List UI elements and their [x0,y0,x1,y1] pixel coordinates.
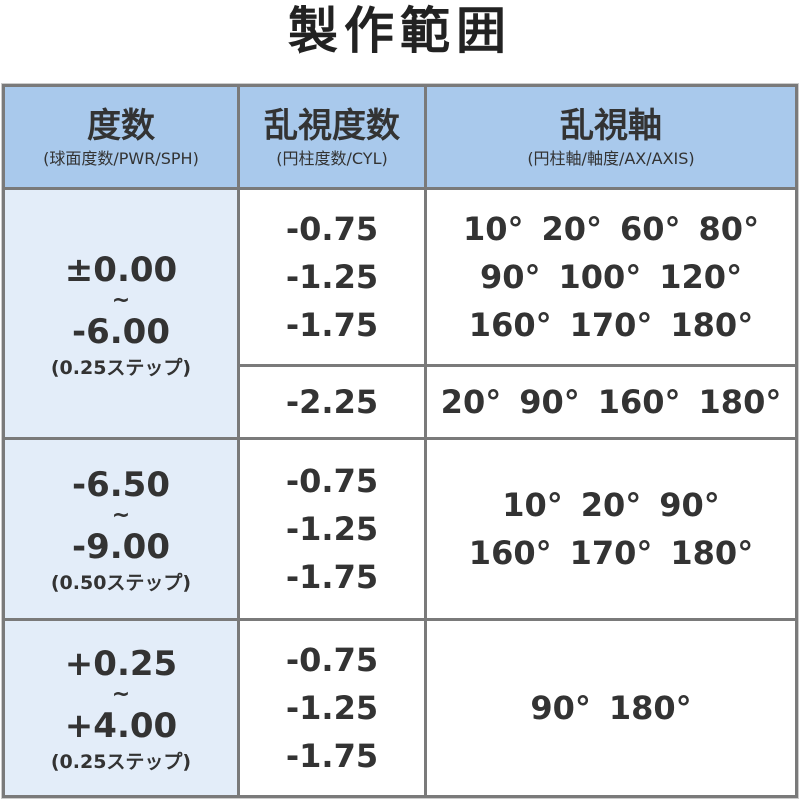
axis-cell: 20° 90° 160° 180° [424,364,798,441]
axis-value: 180° [608,688,692,727]
sph-from: +0.25 [64,643,178,684]
axis-value: 10° [462,210,524,249]
axis-value: 10° [502,486,563,525]
table-row: -6.50 ~ -9.00 (0.50ステップ) -0.75 -1.25 -1.75 10° 2… [2,437,798,621]
sph-to: +4.00 [64,705,178,746]
axis-value: 20° [440,383,502,422]
axis-value: 170° [569,534,653,573]
cyl-value: -0.75 [285,462,379,501]
sph-cell: +0.25 ~ +4.00 (0.25ステップ) [2,617,240,799]
axis-value: 170° [569,306,653,345]
axis-cell: 10° 20° 60° 80° 90° 100° 120° 160° 170° 180° [424,187,798,368]
header-sph-sub: (球面度数/PWR/SPH) [43,149,199,169]
axis-cell: 10° 20° 90° 160° 170° 180° [424,437,798,621]
header-axis-label: 乱視軸 [560,106,662,147]
step-label: (0.50ステップ) [50,572,192,595]
axis-value: 180° [670,534,754,573]
header-cyl: 乱視度数 (円柱度数/CYL) [237,83,427,191]
cyl-cell: -2.25 [237,364,427,441]
axis-line: 90° 180° [427,684,795,732]
cyl-value: -1.75 [285,558,379,597]
axis-value: 180° [698,383,782,422]
axis-line: 160° 170° 180° [427,529,795,577]
cyl-value: -0.75 [285,210,379,249]
header-sph: 度数 (球面度数/PWR/SPH) [2,83,240,191]
sph-from: -6.50 [72,465,170,506]
axis-line: 10° 20° 90° [427,481,795,529]
axis-value: 90° [479,258,541,297]
sph-cell: -6.50 ~ -9.00 (0.50ステップ) [2,437,240,621]
sph-cell: ±0.00 ~ -6.00 (0.25ステップ) [2,187,240,441]
cyl-cell: -0.75 -1.25 -1.75 [237,187,427,368]
spec-table: 度数 (球面度数/PWR/SPH) 乱視度数 (円柱度数/CYL) 乱視軸 (円柱軸/… [2,83,798,799]
cyl-value: -1.25 [285,258,379,297]
sph-to: -6.00 [72,311,170,352]
axis-line: 20° 90° 160° 180° [427,378,795,426]
tilde: ~ [111,503,131,529]
sph-to: -9.00 [72,527,170,568]
axis-line: 10° 20° 60° 80° [427,205,795,253]
axis-value: 160° [468,534,552,573]
step-label: (0.25ステップ) [50,356,192,379]
axis-cell: 90° 180° [424,617,798,799]
cyl-cell: -0.75 -1.25 -1.75 [237,437,427,621]
table-row: ±0.00 ~ -6.00 (0.25ステップ) -0.75 -1.25 -1.75 10° 2… [2,187,798,441]
step-label: (0.25ステップ) [50,750,192,773]
cyl-value: -2.25 [285,383,379,422]
axis-line: 90° 100° 120° [427,253,795,301]
header-cyl-sub: (円柱度数/CYL) [276,149,388,169]
cyl-value: -1.25 [285,510,379,549]
axis-value: 60° [620,210,681,249]
axis-value: 90° [530,688,591,727]
tilde: ~ [111,681,131,707]
cyl-value: -1.75 [285,736,379,775]
cyl-value: -1.75 [285,306,379,345]
cyl-cell: -0.75 -1.25 -1.75 [237,617,427,799]
axis-value: 80° [698,210,760,249]
header-axis: 乱視軸 (円柱軸/軸度/AX/AXIS) [424,83,798,191]
table-row: -2.25 20° 90° 160° 180° [4,364,798,441]
axis-value: 120° [659,258,743,297]
cyl-value: -0.75 [285,640,379,679]
axis-value: 90° [659,486,720,525]
axis-value: 20° [541,210,602,249]
header-axis-sub: (円柱軸/軸度/AX/AXIS) [527,149,695,169]
axis-value: 100° [558,258,642,297]
axis-value: 160° [597,383,681,422]
axis-value: 90° [519,383,580,422]
axis-value: 160° [468,306,552,345]
axis-line: 160° 170° 180° [427,301,795,349]
sph-from: ±0.00 [64,249,178,290]
axis-value: 20° [580,486,642,525]
header-cyl-label: 乱視度数 [264,106,400,147]
header-sph-label: 度数 [87,106,155,147]
tilde: ~ [111,287,131,313]
page-title: 製作範囲 [288,2,512,60]
axis-value: 180° [670,306,754,345]
table-row: +0.25 ~ +4.00 (0.25ステップ) -0.75 -1.25 -1.75 90° 1… [2,617,798,799]
cyl-value: -1.25 [285,688,379,727]
header-row: 度数 (球面度数/PWR/SPH) 乱視度数 (円柱度数/CYL) 乱視軸 (円柱軸/… [2,83,798,191]
